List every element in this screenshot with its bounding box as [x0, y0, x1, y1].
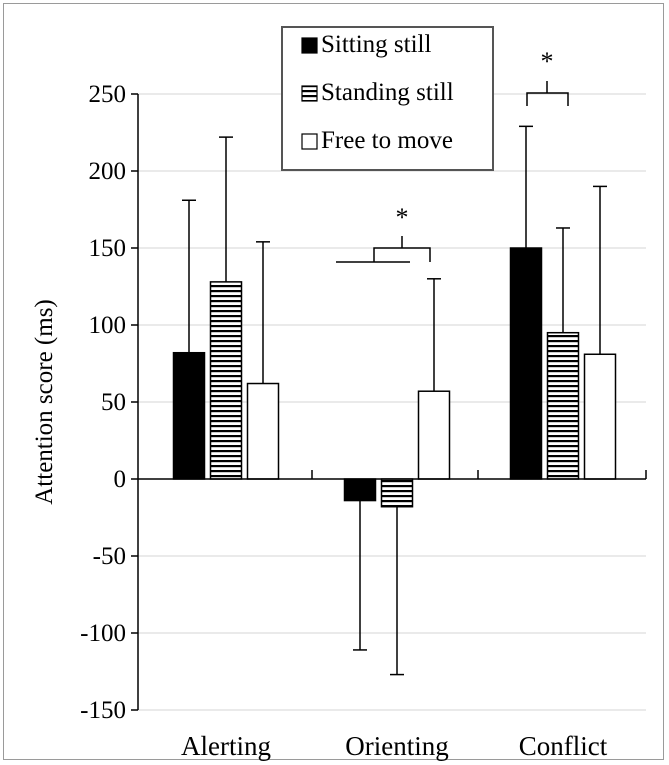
significance-bracket	[373, 247, 431, 262]
significance-marker: *	[541, 47, 554, 76]
bar	[246, 382, 280, 480]
y-tick-label: 0	[114, 466, 127, 493]
x-category-label: Conflict	[519, 731, 608, 761]
bars	[172, 247, 617, 508]
figure-frame	[3, 3, 664, 760]
y-tick-label: 250	[89, 81, 127, 108]
y-tick-label: -100	[80, 620, 126, 647]
bar	[417, 390, 451, 480]
legend-label: Sitting still	[321, 31, 432, 58]
x-category-label: Alerting	[181, 731, 271, 761]
bar	[546, 331, 580, 480]
y-axis-label: Attention score (ms)	[31, 299, 58, 505]
legend-label: Free to move	[321, 127, 453, 154]
x-category-label: Orienting	[345, 731, 448, 761]
y-tick-label: -150	[80, 697, 126, 724]
legend-swatch	[301, 133, 318, 150]
legend-label: Standing still	[321, 79, 454, 106]
y-tick-label: 150	[89, 235, 127, 262]
bar	[509, 247, 543, 480]
y-tick-label: 200	[89, 158, 127, 185]
legend-swatch	[301, 37, 318, 54]
bar	[583, 353, 617, 480]
legend: Sitting still Standing still Free to move	[281, 26, 494, 171]
bar	[343, 478, 377, 502]
y-tick-label: -50	[93, 543, 126, 570]
significance-annotations: **	[336, 47, 569, 263]
y-tick-label: 50	[101, 389, 126, 416]
significance-bracket	[526, 92, 569, 106]
bar	[209, 281, 243, 480]
legend-swatch	[301, 85, 318, 102]
bar	[380, 478, 414, 508]
axes: 250 200 150 100 50 0 -50 -100 -150 Alerting Orient…	[80, 81, 647, 761]
significance-marker: *	[396, 203, 409, 232]
y-tick-label: 100	[89, 312, 127, 339]
error-bars	[182, 125, 607, 676]
bar	[172, 351, 206, 480]
